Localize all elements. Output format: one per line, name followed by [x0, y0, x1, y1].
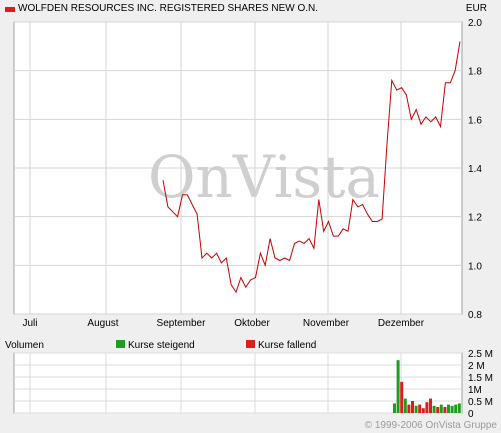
price-grid: [14, 21, 462, 315]
price-y-axis: 0.8 1.0 1.2 1.4 1.6 1.8 2.0: [468, 18, 482, 321]
price-x-axis: Juli August September Oktober November Dezemb…: [22, 318, 424, 329]
volume-y-tick-label: 1.5 M: [468, 373, 493, 384]
volume-bars: [393, 360, 461, 413]
price-y-tick-label: 1.6: [468, 115, 482, 126]
volume-bar: [400, 381, 404, 413]
volume-bar: [429, 398, 432, 413]
volume-bar: [457, 403, 461, 413]
price-y-tick-label: 2.0: [468, 18, 482, 29]
price-y-tick-label: 1.4: [468, 164, 482, 175]
volume-grid: [14, 352, 462, 414]
volume-bar: [450, 405, 454, 413]
volume-bar: [414, 405, 418, 413]
price-x-tick-label: Dezember: [378, 318, 425, 329]
volume-bar: [425, 402, 429, 413]
volume-bar: [407, 404, 411, 413]
series-color-swatch: [5, 7, 15, 12]
volume-bar: [432, 405, 436, 413]
price-x-tick-label: November: [303, 318, 350, 329]
volume-title: Volumen: [5, 340, 44, 351]
price-x-tick-label: Juli: [22, 318, 37, 329]
legend-up-swatch: [116, 340, 125, 348]
price-y-tick-label: 1.2: [468, 213, 482, 224]
volume-bar: [421, 408, 425, 413]
price-x-tick-label: Oktober: [234, 318, 270, 329]
volume-bar: [418, 404, 422, 413]
volume-y-tick-label: 2 M: [468, 361, 485, 372]
legend-down-swatch: [246, 340, 255, 348]
volume-bar: [411, 401, 414, 413]
price-y-tick-label: 0.8: [468, 310, 482, 321]
volume-y-tick-label: 0: [468, 409, 474, 420]
chart-header: WOLFDEN RESOURCES INC. REGISTERED SHARES…: [0, 0, 501, 22]
volume-y-tick-label: 2.5 M: [468, 349, 493, 360]
price-y-tick-label: 1.0: [468, 261, 482, 272]
copyright-notice: © 1999-2006 OnVista Gruppe: [364, 420, 497, 431]
legend-up-label: Kurse steigend: [128, 340, 195, 351]
price-y-tick-label: 1.8: [468, 67, 482, 78]
volume-bar: [447, 404, 450, 413]
currency-label: EUR: [465, 3, 487, 14]
volume-bar: [443, 407, 447, 413]
price-x-tick-label: August: [87, 318, 118, 329]
volume-bar: [393, 403, 396, 413]
onvista-watermark: OnVista: [148, 143, 380, 211]
price-line: [162, 41, 461, 294]
volume-bar: [403, 398, 407, 413]
volume-plot-background: [13, 352, 463, 414]
price-x-tick-label: September: [157, 318, 207, 329]
volume-bar: [396, 360, 400, 413]
chart-title: WOLFDEN RESOURCES INC. REGISTERED SHARES…: [18, 3, 319, 14]
volume-bar: [439, 404, 443, 413]
legend-down-label: Kurse fallend: [258, 340, 316, 351]
volume-bar: [436, 407, 440, 413]
volume-y-tick-label: 1M: [468, 385, 482, 396]
volume-y-tick-label: 0.5 M: [468, 397, 493, 408]
volume-bar: [454, 404, 458, 413]
